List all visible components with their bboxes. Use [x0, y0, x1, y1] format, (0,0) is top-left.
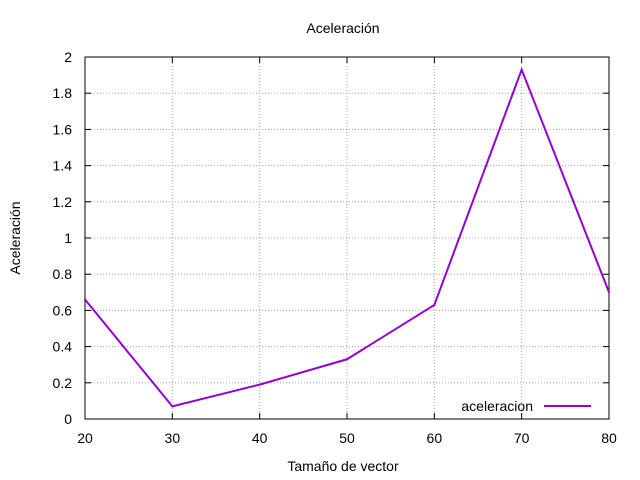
- chart-title: Aceleración: [306, 20, 379, 36]
- y-tick-label: 1.6: [53, 121, 73, 137]
- y-tick-label: 1.8: [53, 85, 73, 101]
- y-axis-label: Aceleración: [7, 201, 23, 274]
- x-tick-label: 50: [339, 430, 355, 446]
- y-axis: 0 0.2 0.4 0.6 0.8 1 1.2 1.4 1.6 1.8 2: [53, 49, 609, 427]
- data-point: [346, 358, 348, 361]
- y-tick-label: 0.2: [53, 375, 73, 391]
- y-tick-label: 1.4: [53, 158, 73, 174]
- data-point: [433, 303, 436, 306]
- data-point: [258, 383, 261, 386]
- x-tick-label: 40: [252, 430, 268, 446]
- y-tick-label: 0.6: [53, 302, 73, 318]
- data-point: [84, 298, 86, 301]
- y-tick-label: 0.4: [53, 339, 73, 355]
- data-point: [520, 68, 523, 71]
- y-tick-label: 1.2: [53, 194, 73, 210]
- y-tick-label: 2: [64, 49, 72, 65]
- y-tick-label: 0: [64, 411, 72, 427]
- x-tick-label: 80: [601, 430, 617, 446]
- data-point: [608, 291, 610, 294]
- x-axis: 20 30 40 50 60 70 80: [77, 57, 617, 446]
- legend-label: aceleracion: [461, 398, 533, 414]
- y-tick-label: 0.8: [53, 266, 73, 282]
- x-axis-label: Tamaño de vector: [287, 458, 399, 474]
- data-point: [171, 405, 174, 408]
- grid-lines: [85, 57, 609, 419]
- x-tick-label: 70: [514, 430, 530, 446]
- legend: aceleracion: [461, 398, 591, 414]
- x-tick-label: 60: [427, 430, 443, 446]
- x-tick-label: 30: [165, 430, 181, 446]
- x-tick-label: 20: [77, 430, 93, 446]
- y-tick-label: 1: [64, 230, 72, 246]
- series-layer: [84, 66, 610, 408]
